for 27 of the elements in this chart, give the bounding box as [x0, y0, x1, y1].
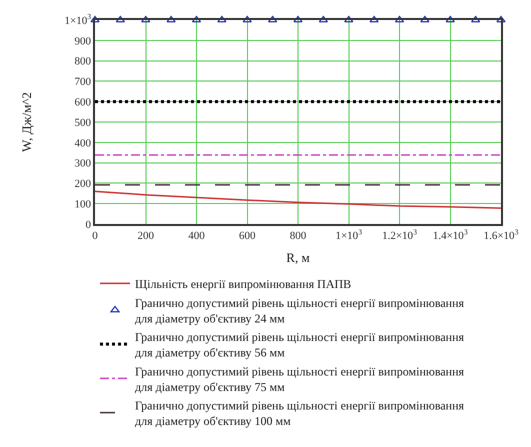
y-tick-label: 300: [74, 158, 92, 170]
y-tick-label: 900: [74, 35, 92, 48]
y-tick-label: 700: [74, 76, 92, 88]
y-tick-label: 1×10$^{3}$: [64, 12, 92, 27]
y-tick-label: 800: [74, 56, 92, 68]
x-tick-label: 200: [138, 230, 154, 242]
x-tick-label: 1.6×10$^{3}$: [484, 227, 519, 242]
legend-label: Щільність енергії випромінювання ПАПВ: [135, 277, 352, 292]
x-tick-label: 400: [188, 230, 206, 242]
legend-label: Гранично допустимий рівень щільності енергії випромінювання для діаметру об'єктиву 24 мм: [135, 296, 465, 326]
y-tick-label: 400: [74, 137, 92, 150]
y-tick-label: 200: [74, 178, 92, 190]
legend-label: Гранично допустимий рівень щільності енергії випромінювання для діаметру об'єктиву 75 мм: [135, 364, 465, 394]
x-tick-label: 1.4×10$^{3}$: [432, 227, 468, 242]
x-tick-label: 600: [239, 230, 256, 242]
y-tick-label: 0: [86, 218, 92, 231]
x-tick-label: 1.2×10$^{3}$: [382, 227, 418, 242]
legend-label: Гранично допустимий рівень щільності енергії випромінювання для діаметру об'єктиву 100 мм: [135, 398, 465, 428]
legend-label: Гранично допустимий рівень щільності енергії випромінювання для діаметру об'єктиву 56 мм: [135, 330, 465, 360]
y-tick-label: 600: [74, 96, 92, 108]
line-series: [95, 190, 501, 209]
y-axis-title: W, Дж/м^2: [18, 92, 34, 152]
y-tick-label: 100: [74, 198, 92, 210]
x-tick-label: 1×10$^{3}$: [335, 227, 362, 242]
y-tick-label: 500: [74, 116, 92, 129]
x-tick-label: 800: [290, 230, 307, 242]
x-axis-title: R, м: [286, 250, 310, 266]
